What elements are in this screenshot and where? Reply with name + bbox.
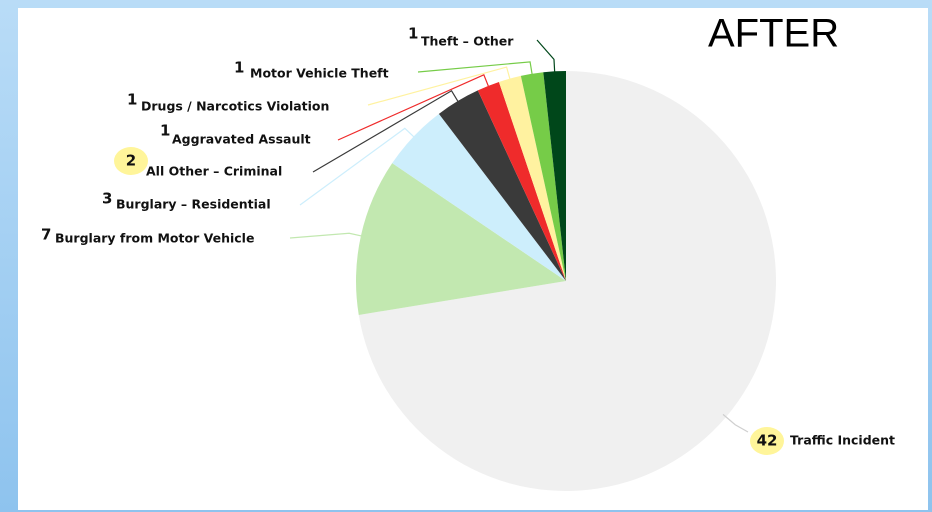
pie-slice [358, 71, 776, 492]
category-label: Theft – Other [421, 34, 514, 49]
data-label: 1 [234, 59, 244, 77]
chart-title: AFTER [708, 12, 839, 56]
data-label: 3 [102, 190, 112, 208]
highlight [750, 427, 784, 455]
highlight [114, 147, 148, 175]
pie-slice [477, 81, 566, 282]
data-label: 1 [408, 25, 418, 43]
pie-slice [520, 72, 566, 282]
category-label: Drugs / Narcotics Violation [141, 99, 329, 114]
leader-line [722, 413, 749, 433]
category-label: All Other – Criminal [146, 164, 282, 179]
leader-line [289, 232, 365, 239]
leader-line [312, 89, 461, 173]
category-label: Aggravated Assault [172, 132, 311, 147]
pie-slice [498, 75, 566, 281]
category-label: Burglary from Motor Vehicle [55, 231, 254, 246]
leader-line [367, 66, 512, 106]
leader-line [337, 73, 491, 141]
leader-line [299, 127, 417, 206]
category-label: Burglary – Residential [116, 197, 271, 212]
pie-slice [356, 163, 566, 315]
leader-line [536, 39, 556, 76]
data-label: 1 [160, 122, 170, 140]
data-label: 42 [757, 432, 778, 450]
data-label: 7 [41, 226, 51, 244]
leader-line [417, 61, 534, 78]
category-label: Motor Vehicle Theft [250, 66, 389, 81]
pie-slice [438, 90, 566, 281]
category-label: Traffic Incident [790, 433, 895, 448]
data-label: 1 [127, 91, 137, 109]
pie-slice [543, 71, 566, 281]
pie-slice [392, 113, 566, 281]
data-label: 2 [126, 152, 136, 170]
